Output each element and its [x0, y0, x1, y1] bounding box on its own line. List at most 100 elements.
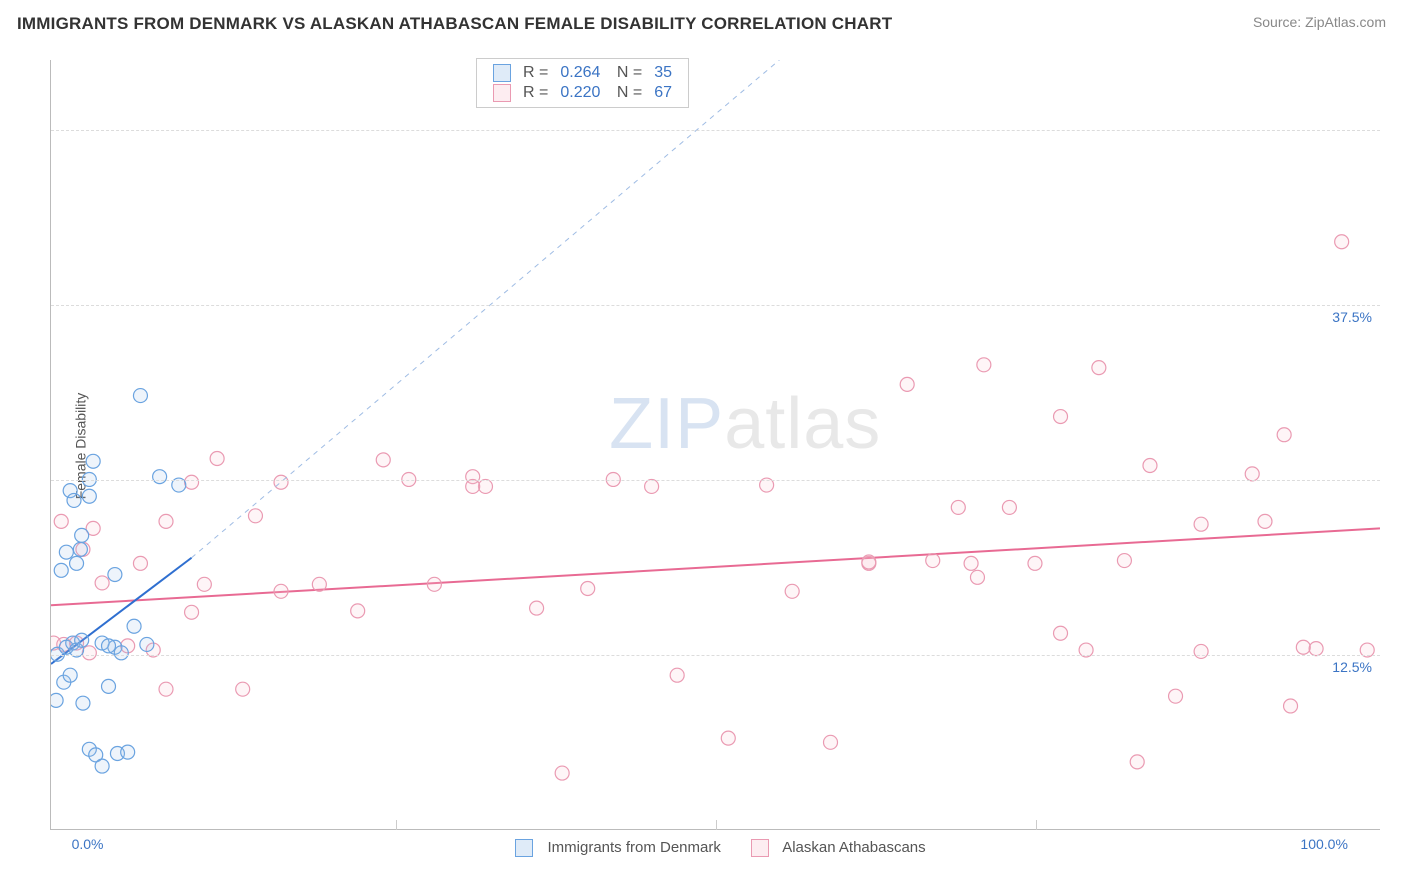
- athabascan-point: [1309, 642, 1323, 656]
- athabascan-point: [964, 556, 978, 570]
- denmark-point: [153, 470, 167, 484]
- legend-r-label: R =: [517, 83, 554, 103]
- athabascan-point: [581, 582, 595, 596]
- legend-row-athabascan: R =0.220 N =67: [487, 83, 678, 103]
- athabascan-point: [133, 556, 147, 570]
- athabascan-point: [478, 479, 492, 493]
- denmark-point: [102, 679, 116, 693]
- denmark-point: [121, 745, 135, 759]
- athabascan-point: [197, 577, 211, 591]
- athabascan-point: [1054, 626, 1068, 640]
- athabascan-point: [1054, 410, 1068, 424]
- chart-title: IMMIGRANTS FROM DENMARK VS ALASKAN ATHAB…: [17, 14, 892, 34]
- athabascan-point: [159, 514, 173, 528]
- denmark-point: [76, 696, 90, 710]
- x-tick-label: 100.0%: [1300, 836, 1347, 852]
- athabascan-point: [970, 570, 984, 584]
- denmark-point: [70, 556, 84, 570]
- athabascan-point: [555, 766, 569, 780]
- y-tick-label: 37.5%: [1332, 309, 1372, 325]
- legend-r-value: 0.264: [554, 63, 606, 83]
- athabascan-point: [1335, 235, 1349, 249]
- legend-row-denmark: R =0.264 N =35: [487, 63, 678, 83]
- denmark-point: [127, 619, 141, 633]
- athabascan-point: [236, 682, 250, 696]
- athabascan-point: [1245, 467, 1259, 481]
- x-tick: [716, 820, 717, 830]
- denmark-point: [63, 668, 77, 682]
- denmark-point: [75, 633, 89, 647]
- athabascan-point: [926, 554, 940, 568]
- athabascan-trendline: [51, 528, 1380, 605]
- legend-swatch: [487, 63, 517, 83]
- athabascan-point: [977, 358, 991, 372]
- denmark-point: [54, 563, 68, 577]
- athabascan-point: [185, 475, 199, 489]
- x-tick: [396, 820, 397, 830]
- legend-n-label: N =: [606, 83, 648, 103]
- legend-n-value: 35: [648, 63, 678, 83]
- denmark-point: [67, 493, 81, 507]
- gridline-h: [51, 305, 1380, 306]
- athabascan-point: [1002, 500, 1016, 514]
- athabascan-point: [1117, 554, 1131, 568]
- athabascan-point: [376, 453, 390, 467]
- athabascan-point: [721, 731, 735, 745]
- athabascan-point: [1143, 458, 1157, 472]
- athabascan-point: [274, 584, 288, 598]
- gridline-h: [51, 130, 1380, 131]
- source-attribution: Source: ZipAtlas.com: [1253, 14, 1386, 30]
- athabascan-point: [1296, 640, 1310, 654]
- athabascan-point: [1092, 361, 1106, 375]
- plot-svg: [51, 60, 1380, 829]
- athabascan-point: [1194, 644, 1208, 658]
- denmark-point: [108, 568, 122, 582]
- athabascan-point: [54, 514, 68, 528]
- x-tick: [1036, 820, 1037, 830]
- legend-swatch: [487, 83, 517, 103]
- denmark-point: [75, 528, 89, 542]
- athabascan-point: [1258, 514, 1272, 528]
- series-legend-item-denmark: Immigrants from Denmark: [505, 839, 721, 856]
- athabascan-point: [1169, 689, 1183, 703]
- athabascan-point: [1194, 517, 1208, 531]
- athabascan-point: [1277, 428, 1291, 442]
- athabascan-point: [862, 555, 876, 569]
- denmark-point: [95, 759, 109, 773]
- denmark-point: [140, 637, 154, 651]
- series-legend-item-athabascan: Alaskan Athabascans: [741, 839, 926, 856]
- y-tick-label: 12.5%: [1332, 659, 1372, 675]
- athabascan-point: [1028, 556, 1042, 570]
- athabascan-point: [312, 577, 326, 591]
- athabascan-point: [248, 509, 262, 523]
- legend-swatch-icon: [515, 839, 533, 857]
- athabascan-point: [645, 479, 659, 493]
- athabascan-point: [785, 584, 799, 598]
- athabascan-point: [951, 500, 965, 514]
- correlation-legend: R =0.264 N =35R =0.220 N =67: [476, 58, 689, 108]
- x-tick-label: 0.0%: [72, 836, 104, 852]
- athabascan-point: [210, 451, 224, 465]
- gridline-h: [51, 480, 1380, 481]
- legend-r-label: R =: [517, 63, 554, 83]
- athabascan-point: [159, 682, 173, 696]
- athabascan-point: [1130, 755, 1144, 769]
- athabascan-point: [1284, 699, 1298, 713]
- gridline-h: [51, 655, 1380, 656]
- denmark-point: [73, 542, 87, 556]
- denmark-point: [82, 489, 96, 503]
- athabascan-point: [427, 577, 441, 591]
- athabascan-point: [670, 668, 684, 682]
- athabascan-point: [466, 479, 480, 493]
- legend-n-label: N =: [606, 63, 648, 83]
- series-legend: Immigrants from Denmark Alaskan Athabasc…: [51, 839, 1380, 857]
- denmark-point: [133, 389, 147, 403]
- athabascan-point: [95, 576, 109, 590]
- athabascan-point: [900, 377, 914, 391]
- legend-swatch-icon: [751, 839, 769, 857]
- scatter-plot-area: ZIPatlas R =0.264 N =35R =0.220 N =67 Im…: [50, 60, 1380, 830]
- athabascan-point: [351, 604, 365, 618]
- legend-r-value: 0.220: [554, 83, 606, 103]
- denmark-point: [114, 646, 128, 660]
- denmark-point: [86, 454, 100, 468]
